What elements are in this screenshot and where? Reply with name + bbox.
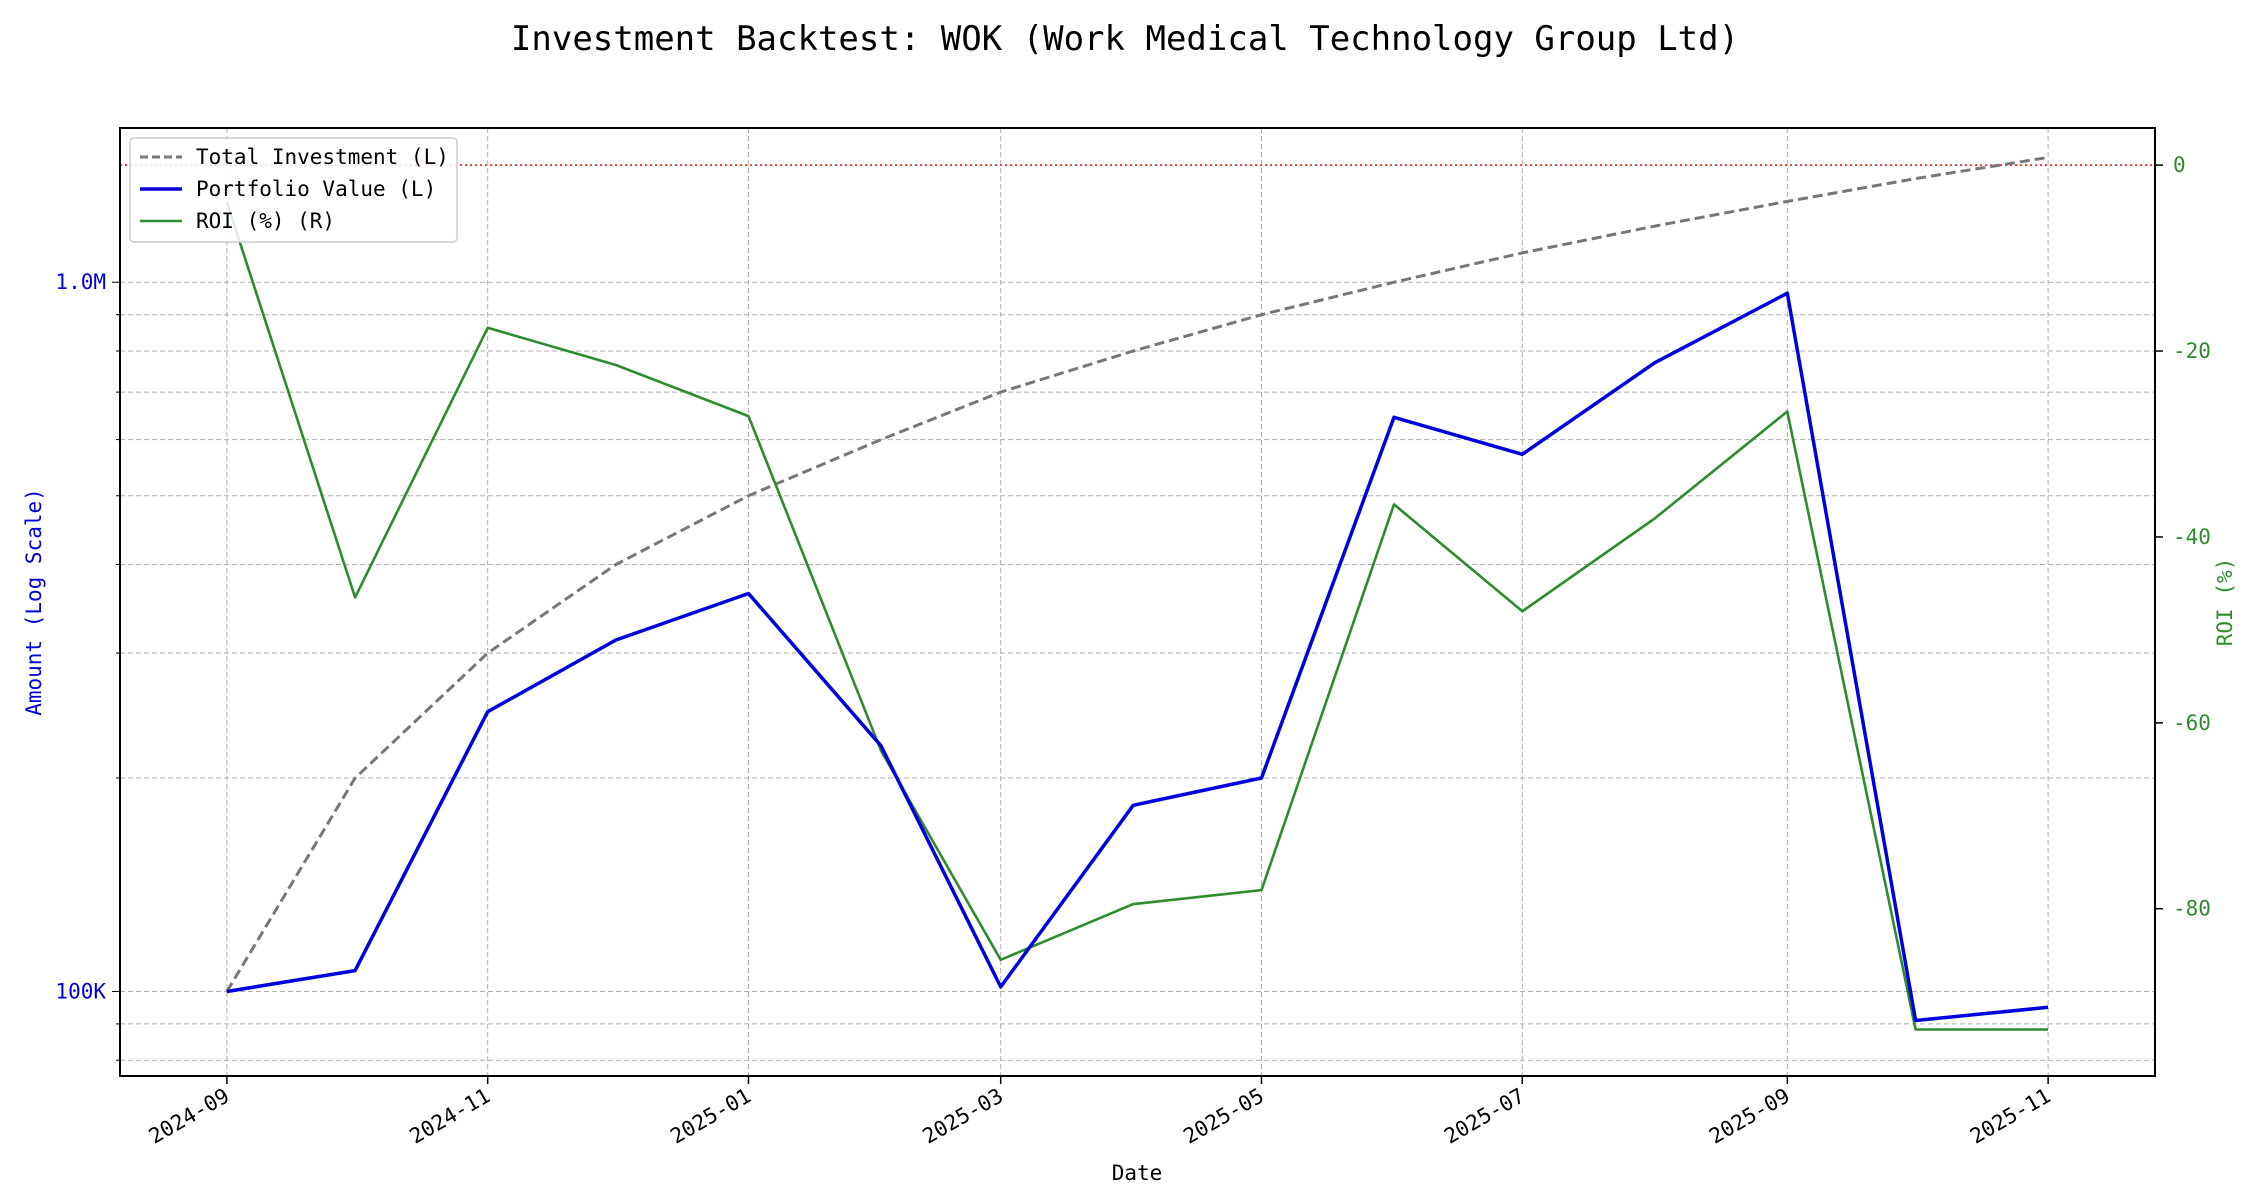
y-left-tick-label: 100K: [55, 979, 106, 1003]
y-right-tick-label: -20: [2173, 339, 2211, 363]
x-tick-label: 2025-03: [919, 1084, 1008, 1149]
right-axis-ticks: 0 -20 -40 -60 -80: [2155, 153, 2211, 921]
series-line-0: [225, 155, 2049, 993]
x-tick-label: 2025-05: [1179, 1084, 1268, 1149]
y-right-tick-label: -80: [2173, 897, 2211, 921]
y-left-tick-label: 1.0M: [55, 270, 106, 294]
legend-label: Portfolio Value (L): [196, 177, 436, 201]
x-tick-label: 2025-11: [1966, 1084, 2055, 1149]
legend-label: ROI (%) (R): [196, 209, 335, 233]
x-tick-label: 2025-01: [666, 1084, 755, 1149]
chart-title: Investment Backtest: WOK (Work Medical T…: [511, 19, 1739, 59]
y-right-tick-label: -60: [2173, 711, 2211, 735]
left-axis-ticks: 100K 1.0M: [55, 270, 120, 1061]
legend-box: [129, 137, 458, 243]
y-right-tick-label: -40: [2173, 525, 2211, 549]
x-tick-label: 2024-09: [145, 1084, 234, 1149]
x-tick-label: 2025-07: [1440, 1084, 1529, 1149]
grid: [120, 128, 2155, 1076]
legend-label: Total Investment (L): [196, 145, 449, 169]
left-axis-label: Amount (Log Scale): [22, 488, 46, 716]
series-line-2: [225, 201, 2049, 1031]
series-line-1: [226, 291, 2049, 1023]
x-tick-label: 2024-11: [406, 1084, 495, 1149]
right-axis-label: ROI (%): [2213, 558, 2237, 647]
x-axis-ticks: 2024-09 2024-11 2025-01 2025-03 2025-05 2025-…: [145, 1076, 2055, 1149]
x-tick-label: 2025-09: [1705, 1084, 1794, 1149]
plot-frame: [119, 127, 2156, 1077]
y-right-tick-label: 0: [2173, 153, 2186, 177]
legend: Total Investment (L) Portfolio Value (L) R…: [129, 137, 458, 243]
series: [225, 155, 2049, 1031]
x-axis-label: Date: [1112, 1161, 1163, 1185]
